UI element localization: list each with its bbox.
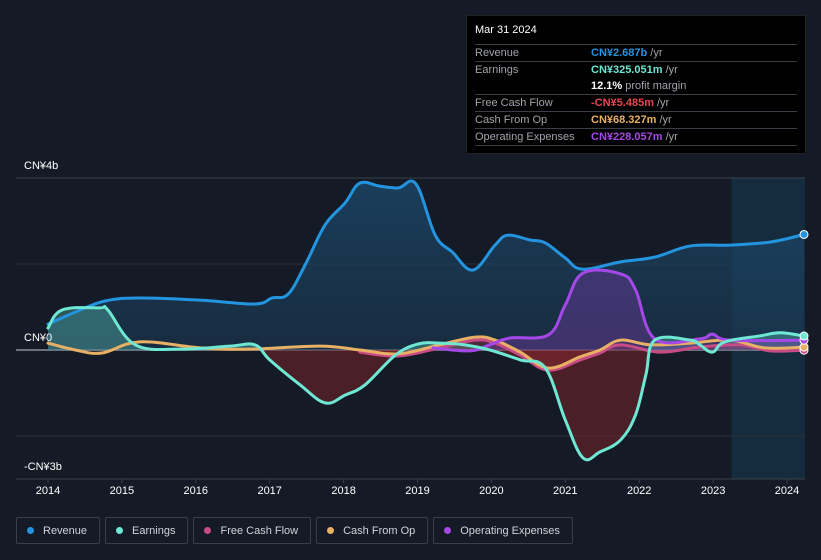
legend-label: Operating Expenses: [460, 524, 560, 537]
tooltip-unit: /yr: [665, 131, 678, 143]
tooltip-date: Mar 31 2024: [475, 24, 797, 45]
x-tick-label: 2020: [479, 485, 504, 497]
x-tick-label: 2021: [553, 485, 578, 497]
operating-expenses-area: [433, 270, 804, 351]
x-tick-label: 2023: [700, 485, 726, 497]
series-fills: [48, 180, 804, 460]
tooltip-label: Cash From Op: [475, 114, 548, 126]
earnings-endpoint: [799, 331, 809, 341]
earnings-line: [46, 304, 806, 462]
tooltip-value: CN¥68.327m: [591, 114, 657, 126]
x-tick-label: 2016: [183, 485, 209, 497]
cash-from-op-line: [46, 335, 806, 370]
tooltip-unit: profit margin: [625, 80, 687, 92]
tooltip-label: Earnings: [475, 64, 519, 76]
x-tick-label: 2014: [35, 485, 61, 497]
legend-item-operating-expenses[interactable]: Operating Expenses: [433, 517, 573, 544]
legend-label: Free Cash Flow: [220, 524, 299, 537]
x-tick-label: 2022: [626, 485, 652, 497]
legend-dot-icon: [444, 527, 452, 534]
free-cash-flow-line: [358, 338, 806, 372]
legend: Revenue Earnings Free Cash Flow Cash From O…: [16, 517, 573, 544]
tooltip-panel: Mar 31 2024 Revenue CN¥2.687b/yr Earnings C…: [466, 15, 806, 154]
tooltip-label: Revenue: [475, 47, 520, 59]
legend-label: Earnings: [132, 524, 176, 537]
legend-dot-icon: [327, 527, 335, 534]
tooltip-row-operating-expenses: Operating Expenses CN¥228.057m/yr: [475, 129, 797, 146]
revenue-endpoint: [799, 229, 809, 239]
x-tick-label: 2018: [331, 485, 356, 497]
x-axis-ticks: [16, 478, 805, 483]
series-lines: [46, 179, 806, 462]
tooltip-value: CN¥325.051m: [591, 64, 663, 76]
tooltip-value: CN¥228.057m: [591, 131, 663, 143]
legend-item-free-cash-flow[interactable]: Free Cash Flow: [193, 517, 312, 544]
legend-label: Revenue: [43, 524, 88, 537]
y-tick-label: -CN¥3b: [24, 461, 62, 473]
tooltip-unit: /yr: [656, 97, 670, 109]
legend-dot-icon: [116, 527, 124, 534]
chart-canvas: [16, 177, 809, 483]
earnings-area-negative: [48, 350, 804, 460]
tooltip-row-profit-margin: 12.1% profit margin: [475, 78, 797, 95]
legend-dot-icon: [27, 527, 34, 534]
revenue-line: [46, 179, 806, 326]
tooltip-row-cash-from-op: Cash From Op CN¥68.327m/yr: [475, 112, 797, 129]
x-tick-label: 2015: [109, 485, 135, 497]
tooltip-unit: /yr: [665, 64, 678, 76]
tooltip-value: 12.1%: [591, 80, 623, 92]
y-tick-label: CN¥4b: [24, 160, 59, 172]
legend-item-revenue[interactable]: Revenue: [16, 517, 101, 544]
x-tick-label: 2019: [405, 485, 430, 497]
x-tick-label: 2024: [774, 485, 800, 497]
tooltip-label: [475, 78, 591, 94]
tooltip-value: CN¥2.687b: [591, 47, 648, 59]
legend-item-earnings[interactable]: Earnings: [105, 517, 189, 544]
revenue-area: [48, 180, 804, 350]
tooltip-label: Operating Expenses: [475, 131, 575, 143]
legend-dot-icon: [204, 527, 212, 534]
y-tick-label: CN¥0: [24, 332, 53, 344]
series-endpoints: [799, 229, 809, 355]
legend-item-cash-from-op[interactable]: Cash From Op: [316, 517, 429, 544]
operating-expenses-line: [431, 268, 806, 353]
tooltip-label: Free Cash Flow: [475, 97, 553, 109]
tooltip-value: -CN¥5.485m: [591, 97, 654, 109]
tooltip-row-free-cash-flow: Free Cash Flow -CN¥5.485m/yr: [475, 95, 797, 112]
x-tick-label: 2017: [257, 485, 282, 497]
tooltip-unit: /yr: [659, 114, 672, 126]
tooltip-unit: /yr: [650, 47, 663, 59]
tooltip-row-revenue: Revenue CN¥2.687b/yr: [475, 45, 797, 62]
tooltip-row-earnings: Earnings CN¥325.051m/yr: [475, 62, 797, 78]
legend-label: Cash From Op: [343, 524, 416, 537]
